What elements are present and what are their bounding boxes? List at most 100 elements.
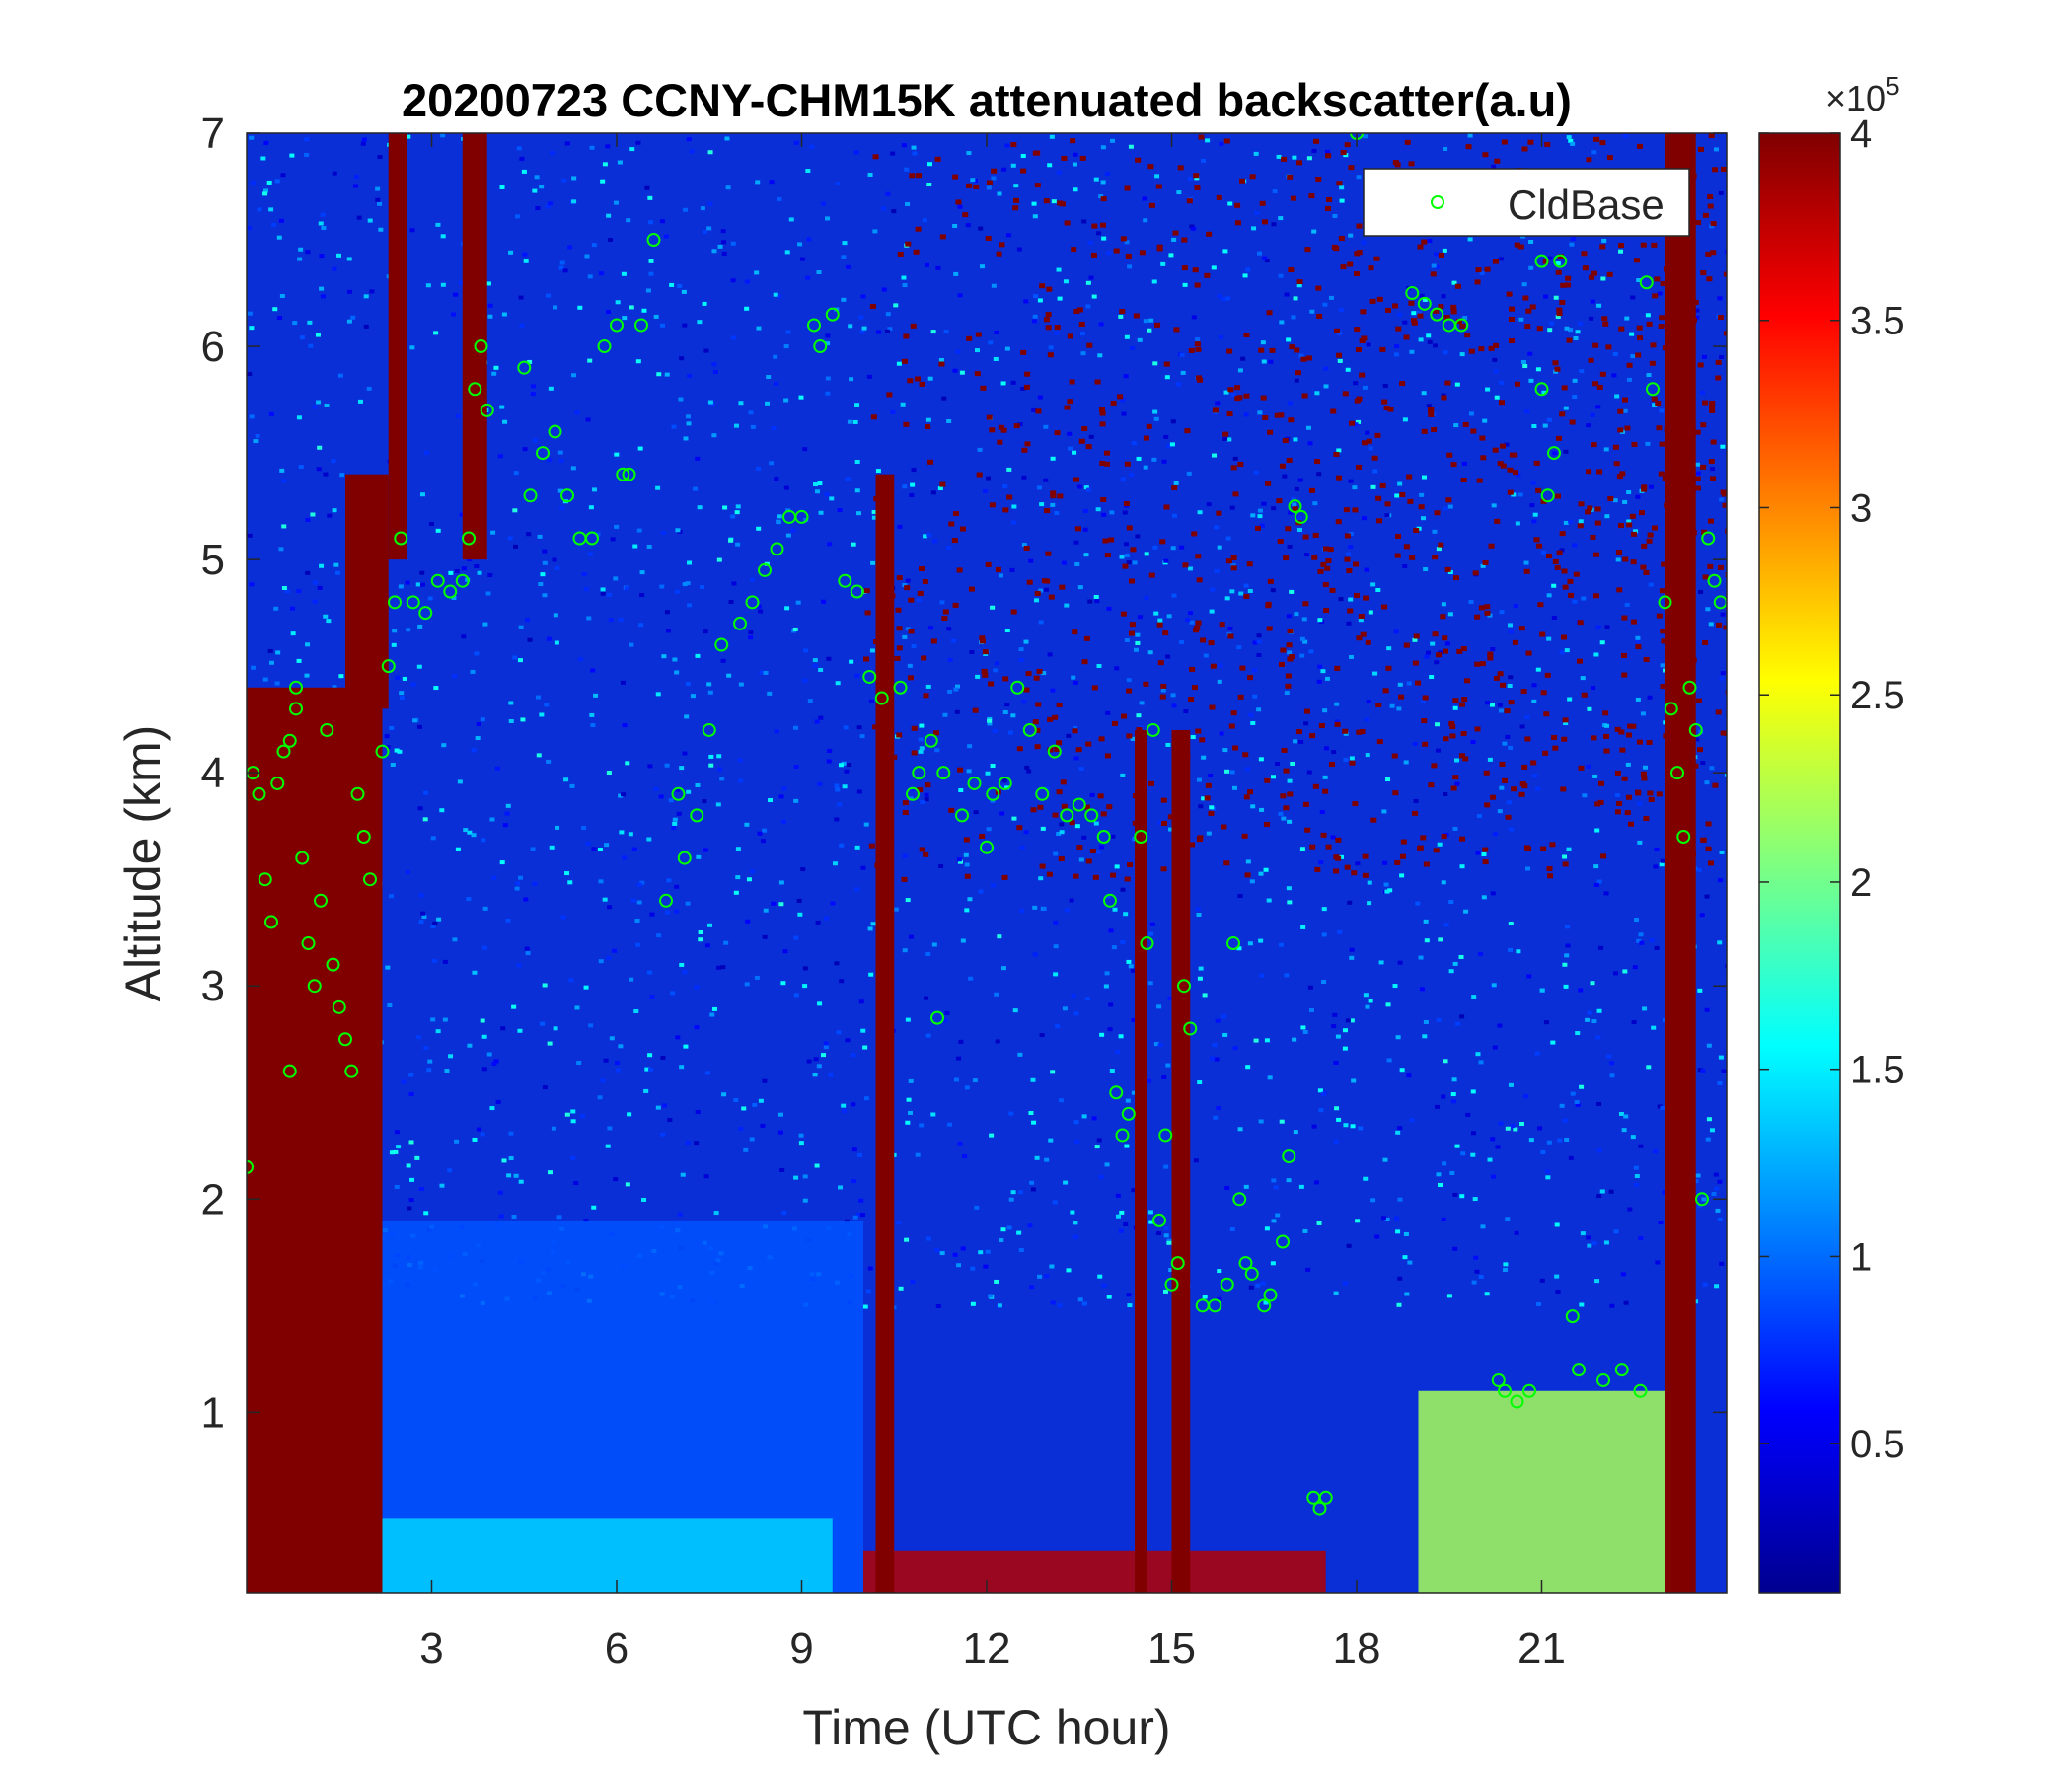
noise-cell xyxy=(975,674,981,679)
noise-cell xyxy=(798,1133,804,1138)
saturated-speckle xyxy=(986,180,993,185)
noise-cell xyxy=(1639,940,1645,945)
noise-cell xyxy=(1120,773,1126,777)
noise-cell xyxy=(893,907,899,912)
noise-cell xyxy=(1406,681,1412,686)
saturated-speckle xyxy=(1127,862,1134,868)
noise-cell xyxy=(416,664,422,669)
noise-cell xyxy=(439,1183,445,1188)
saturated-speckle xyxy=(1428,407,1435,413)
noise-cell xyxy=(1050,456,1056,461)
noise-cell xyxy=(475,736,481,741)
noise-cell xyxy=(1118,1034,1124,1039)
noise-cell xyxy=(1708,622,1714,627)
noise-cell xyxy=(1039,1033,1045,1038)
noise-cell xyxy=(783,398,789,403)
saturated-speckle xyxy=(1099,421,1106,427)
noise-cell xyxy=(830,901,836,906)
noise-cell xyxy=(1264,259,1270,263)
noise-cell xyxy=(512,508,518,513)
noise-cell xyxy=(1229,589,1235,594)
saturated-speckle xyxy=(982,672,989,678)
noise-cell xyxy=(1047,652,1053,657)
cloud-base-point xyxy=(314,893,328,908)
noise-cell xyxy=(638,623,644,628)
saturated-speckle xyxy=(1599,244,1606,250)
noise-cell xyxy=(1061,560,1067,565)
noise-cell xyxy=(1382,383,1388,388)
saturated-speckle xyxy=(1305,355,1312,361)
noise-cell xyxy=(1196,912,1202,917)
saturated-speckle xyxy=(1232,491,1239,497)
saturated-speckle xyxy=(1076,845,1083,851)
noise-cell xyxy=(997,191,1002,196)
noise-cell xyxy=(1433,252,1439,257)
noise-cell xyxy=(1402,417,1408,422)
saturated-speckle xyxy=(1147,164,1154,170)
saturated-speckle xyxy=(1524,324,1531,330)
noise-cell xyxy=(1108,928,1114,933)
saturated-speckle xyxy=(979,833,986,839)
cloud-base-point xyxy=(326,957,340,972)
noise-cell xyxy=(1470,1131,1476,1136)
noise-cell xyxy=(1458,954,1464,959)
noise-cell xyxy=(860,865,866,870)
saturated-speckle xyxy=(1258,347,1265,353)
saturated-speckle xyxy=(1702,574,1709,580)
noise-cell xyxy=(1050,688,1056,693)
noise-cell xyxy=(809,144,815,149)
noise-cell xyxy=(800,867,806,872)
noise-cell xyxy=(1201,755,1207,760)
noise-cell xyxy=(1598,945,1604,950)
noise-cell xyxy=(1020,386,1026,391)
saturated-speckle xyxy=(1359,372,1366,378)
noise-cell xyxy=(1096,663,1102,668)
noise-cell xyxy=(1258,1119,1264,1124)
noise-cell xyxy=(793,1175,799,1180)
noise-cell xyxy=(426,1068,432,1073)
saturated-speckle xyxy=(1499,761,1506,767)
noise-cell xyxy=(635,359,641,364)
noise-cell xyxy=(1072,162,1077,167)
noise-cell xyxy=(1481,895,1487,900)
saturated-speckle xyxy=(1540,846,1547,851)
noise-cell xyxy=(595,532,601,537)
noise-cell xyxy=(1193,1158,1199,1163)
saturated-speckle xyxy=(911,725,918,731)
saturated-speckle xyxy=(1508,316,1515,322)
saturated-speckle xyxy=(1353,561,1360,567)
noise-cell xyxy=(605,1144,611,1148)
noise-cell xyxy=(1166,444,1172,449)
saturated-speckle xyxy=(1045,325,1052,331)
noise-cell xyxy=(1535,786,1541,791)
noise-cell xyxy=(1154,174,1160,179)
noise-cell xyxy=(518,1179,524,1184)
noise-cell xyxy=(1624,316,1630,321)
saturated-speckle xyxy=(915,376,922,382)
noise-cell xyxy=(1314,391,1320,396)
saturated-speckle xyxy=(1292,506,1298,512)
saturated-speckle xyxy=(1586,469,1592,475)
noise-cell xyxy=(336,253,342,258)
noise-cell xyxy=(1238,591,1244,596)
saturated-speckle xyxy=(1073,477,1080,482)
noise-cell xyxy=(1263,1300,1269,1305)
noise-cell xyxy=(614,452,620,457)
noise-cell xyxy=(849,377,854,382)
cloud-base-point xyxy=(1547,446,1561,461)
noise-cell xyxy=(1017,1052,1023,1057)
noise-cell xyxy=(1623,1114,1629,1119)
noise-cell xyxy=(417,624,423,629)
saturated-speckle xyxy=(1603,748,1610,754)
noise-cell xyxy=(557,488,563,493)
noise-cell xyxy=(459,512,465,517)
noise-cell xyxy=(1351,1078,1357,1083)
noise-cell xyxy=(1642,765,1648,770)
noise-cell xyxy=(1435,1104,1441,1109)
noise-cell xyxy=(986,827,992,832)
saturated-speckle xyxy=(1433,308,1440,314)
noise-cell xyxy=(1474,1269,1480,1274)
noise-cell xyxy=(1297,516,1303,521)
noise-cell xyxy=(1368,446,1373,451)
